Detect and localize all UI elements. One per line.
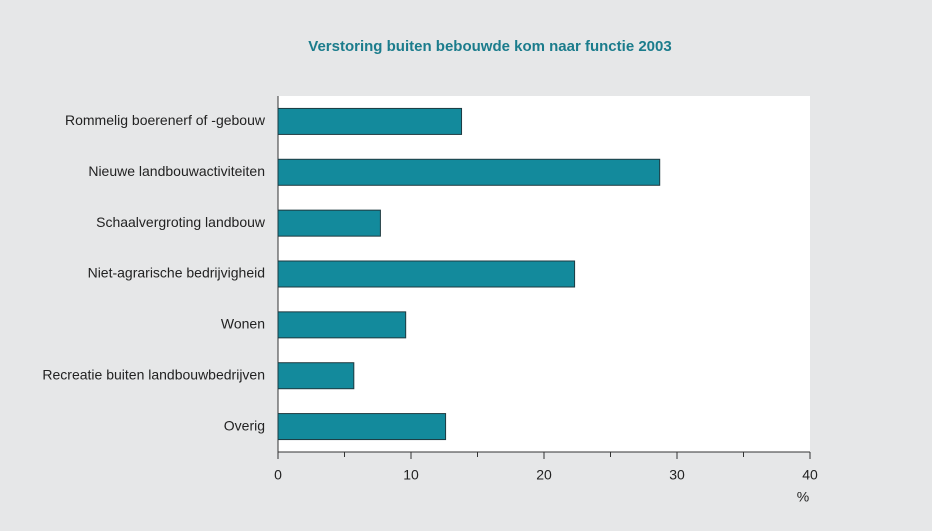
bar [277, 362, 355, 390]
bar [277, 311, 407, 339]
x-tick-label: 30 [669, 467, 685, 483]
bar [277, 158, 661, 186]
bar [277, 107, 463, 135]
x-tick-label: 0 [274, 467, 282, 483]
y-tick-label: Wonen [221, 316, 265, 332]
x-tick-label: 20 [536, 467, 552, 483]
x-axis-label: % [797, 489, 809, 505]
bar [277, 209, 381, 237]
y-tick-label: Overig [224, 417, 265, 433]
x-tick-label: 10 [403, 467, 419, 483]
y-tick-label: Schaalvergroting landbouw [96, 214, 266, 230]
bar [277, 413, 447, 441]
y-tick-label: Recreatie buiten landbouwbedrijven [42, 366, 265, 382]
y-tick-label: Nieuwe landbouwactiviteiten [88, 163, 265, 179]
y-tick-label: Niet-agrarische bedrijvigheid [88, 265, 265, 281]
bar [277, 260, 576, 288]
chart-title: Verstoring buiten bebouwde kom naar func… [308, 38, 671, 55]
x-tick-label: 40 [802, 467, 818, 483]
y-tick-label: Rommelig boerenerf of -gebouw [65, 112, 266, 128]
